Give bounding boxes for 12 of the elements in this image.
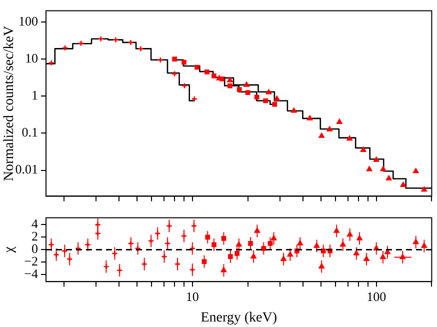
y-tick-label: 0.01 (15, 162, 38, 177)
y-tick-label: 0.1 (22, 124, 38, 140)
y-tick-label: −2 (24, 254, 38, 269)
y-axis-title: χ (2, 246, 18, 254)
y-tick-label: 0 (32, 241, 38, 256)
y-tick-label: 2 (32, 228, 38, 244)
y-tick-label: 10 (25, 50, 38, 66)
y-tick-label: −4 (24, 266, 38, 282)
x-axis-title: Energy (keV) (200, 310, 278, 326)
y-tick-label: 100 (18, 13, 38, 28)
y-tick-label: 1 (32, 88, 38, 103)
y-tick-label: 4 (32, 216, 38, 232)
